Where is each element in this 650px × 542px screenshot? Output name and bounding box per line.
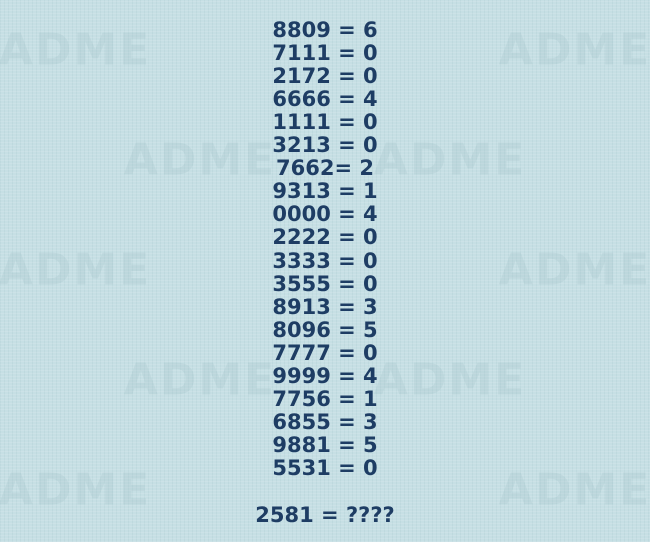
equation-line: 2222 = 0: [272, 225, 378, 250]
equation-line: 5531 = 0: [272, 455, 378, 480]
watermark: ADME: [123, 354, 277, 406]
equation-line: 3555 = 0: [272, 271, 378, 296]
equation-line: 3333 = 0: [272, 248, 378, 273]
equation-line: 9999 = 4: [272, 363, 378, 388]
equation-line: 8809 = 6: [272, 18, 378, 42]
question-line: 2581 = ????: [255, 503, 395, 527]
watermark: ADME: [373, 134, 527, 186]
equation-line: 9313 = 1: [272, 179, 378, 204]
equation-line: 6855 = 3: [272, 409, 378, 434]
equation-line: 8913 = 3: [272, 294, 378, 319]
equation-line: 9881 = 5: [272, 432, 378, 457]
watermark: ADME: [498, 24, 650, 76]
watermark: ADME: [0, 464, 152, 516]
equation-line: 3213 = 0: [272, 133, 378, 158]
equation-line: 7756 = 1: [272, 386, 378, 411]
equation-line: 8096 = 5: [272, 317, 378, 342]
watermark: ADME: [498, 464, 650, 516]
equation-line: 7662= 2: [276, 156, 374, 181]
equation-line: 0000 = 4: [272, 202, 378, 227]
equation-line: 1111 = 0: [272, 110, 378, 135]
equation-line: 7111 = 0: [272, 41, 378, 66]
watermark: ADME: [123, 134, 277, 186]
equation-line: 7777 = 0: [272, 340, 378, 365]
watermark: ADME: [0, 244, 152, 296]
watermark: ADME: [373, 354, 527, 406]
watermark: ADME: [0, 24, 152, 76]
equation-line: 2172 = 0: [272, 64, 378, 89]
watermark: ADME: [498, 244, 650, 296]
equation-line: 6666 = 4: [272, 87, 378, 112]
